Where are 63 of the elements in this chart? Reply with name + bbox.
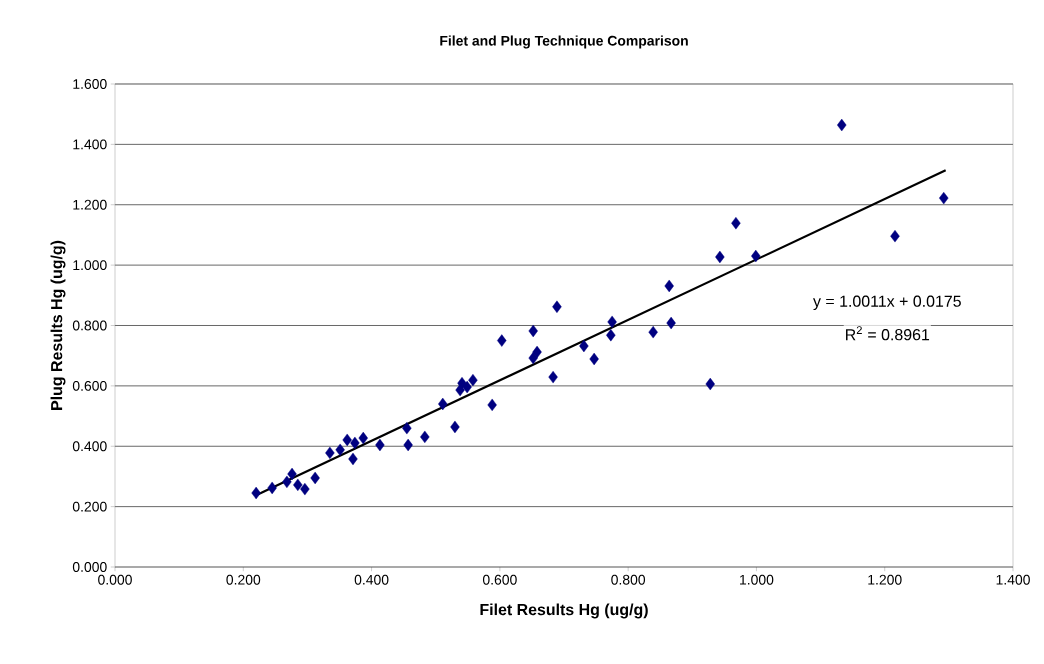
x-tick-label: 1.000 bbox=[740, 574, 774, 585]
x-tick-label: 0.800 bbox=[611, 574, 646, 585]
annotation: y = 1.0011x + 0.0175 bbox=[813, 295, 961, 311]
point bbox=[666, 316, 676, 330]
point bbox=[715, 250, 725, 264]
point bbox=[438, 397, 448, 411]
x-tick-label: 0.600 bbox=[482, 574, 517, 585]
point bbox=[293, 478, 303, 492]
y-tick-label: 1.600 bbox=[73, 79, 107, 89]
point bbox=[402, 421, 412, 435]
point bbox=[751, 249, 761, 263]
point bbox=[462, 380, 472, 394]
point bbox=[342, 433, 352, 447]
annotation: R$^{2}$ = 0.8961 bbox=[846, 326, 930, 341]
point bbox=[487, 398, 497, 412]
point bbox=[325, 446, 335, 460]
point bbox=[705, 377, 715, 391]
point bbox=[468, 373, 478, 387]
point bbox=[648, 325, 658, 339]
point bbox=[837, 118, 847, 132]
y-tick-label: 1.400 bbox=[73, 139, 107, 150]
point bbox=[251, 486, 261, 500]
y-tick-label: 1.200 bbox=[73, 199, 107, 210]
point bbox=[607, 315, 617, 329]
y-tick-label: 0.800 bbox=[72, 320, 107, 331]
y-tick-label: 0.200 bbox=[72, 501, 107, 512]
point bbox=[579, 339, 589, 353]
point bbox=[403, 438, 413, 452]
x-axis-title: Filet Results Hg (ug/g) bbox=[480, 603, 648, 619]
point bbox=[497, 334, 507, 347]
point bbox=[267, 481, 277, 495]
y-tick-label: 1.000 bbox=[73, 260, 107, 271]
point bbox=[335, 443, 345, 457]
point bbox=[548, 370, 558, 384]
point bbox=[552, 300, 562, 313]
point bbox=[348, 452, 358, 466]
y-tick-label: 0.000 bbox=[72, 562, 107, 572]
x-tick-label: 0.200 bbox=[226, 574, 261, 585]
point bbox=[664, 279, 674, 293]
y-tick-label: 0.400 bbox=[72, 441, 107, 452]
point bbox=[528, 324, 538, 338]
point bbox=[890, 229, 900, 243]
y-tick-label: 0.600 bbox=[72, 380, 107, 391]
point bbox=[589, 352, 599, 366]
y-axis-title: Plug Results Hg (ug/g) bbox=[50, 240, 66, 410]
point bbox=[282, 475, 292, 489]
x-tick-label: 0.400 bbox=[354, 574, 389, 585]
point bbox=[528, 351, 538, 365]
point bbox=[939, 191, 949, 205]
point bbox=[350, 436, 360, 450]
point bbox=[287, 467, 297, 481]
x-tick-label: 1.200 bbox=[868, 574, 902, 585]
point bbox=[731, 216, 741, 230]
x-tick-label: 1.400 bbox=[996, 574, 1030, 585]
point bbox=[375, 438, 385, 452]
chart-title: Filet and Plug Technique Comparison bbox=[440, 35, 688, 49]
point bbox=[420, 430, 430, 444]
point bbox=[358, 431, 368, 445]
point bbox=[606, 328, 616, 342]
point bbox=[310, 471, 320, 485]
point bbox=[300, 482, 310, 496]
point bbox=[450, 420, 460, 434]
x-tick-label: 0.000 bbox=[98, 574, 132, 585]
